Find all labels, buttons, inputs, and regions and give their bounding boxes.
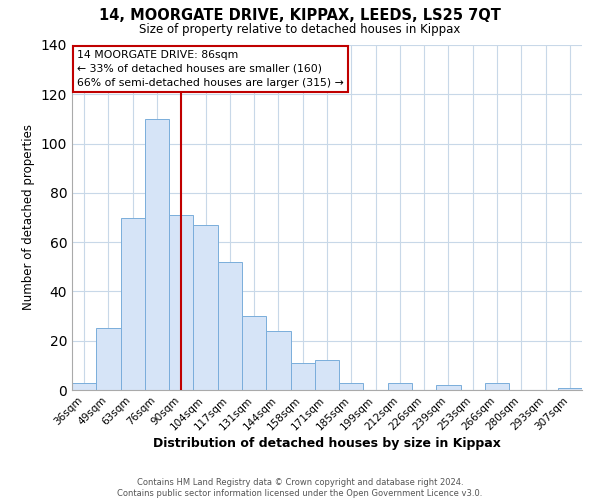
Text: Size of property relative to detached houses in Kippax: Size of property relative to detached ho… xyxy=(139,22,461,36)
Bar xyxy=(242,316,266,390)
Bar xyxy=(169,215,193,390)
Bar xyxy=(388,382,412,390)
Bar xyxy=(436,385,461,390)
X-axis label: Distribution of detached houses by size in Kippax: Distribution of detached houses by size … xyxy=(153,438,501,450)
Text: 14, MOORGATE DRIVE, KIPPAX, LEEDS, LS25 7QT: 14, MOORGATE DRIVE, KIPPAX, LEEDS, LS25 … xyxy=(99,8,501,22)
Bar xyxy=(315,360,339,390)
Text: 14 MOORGATE DRIVE: 86sqm
← 33% of detached houses are smaller (160)
66% of semi-: 14 MOORGATE DRIVE: 86sqm ← 33% of detach… xyxy=(77,50,344,88)
Bar xyxy=(290,363,315,390)
Text: Contains HM Land Registry data © Crown copyright and database right 2024.
Contai: Contains HM Land Registry data © Crown c… xyxy=(118,478,482,498)
Bar xyxy=(266,331,290,390)
Bar xyxy=(218,262,242,390)
Bar xyxy=(121,218,145,390)
Bar xyxy=(193,225,218,390)
Bar xyxy=(485,382,509,390)
Y-axis label: Number of detached properties: Number of detached properties xyxy=(22,124,35,310)
Bar xyxy=(558,388,582,390)
Bar xyxy=(96,328,121,390)
Bar xyxy=(72,382,96,390)
Bar xyxy=(145,119,169,390)
Bar xyxy=(339,382,364,390)
